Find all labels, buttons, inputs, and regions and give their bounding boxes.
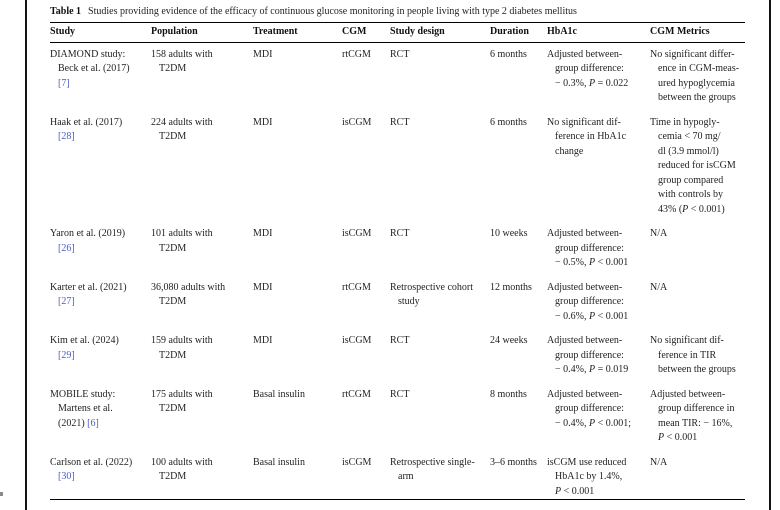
cell-study: DIAMOND study: Beck et al. (2017) [7] [50, 48, 151, 106]
cell-hba1c: Adjusted between- group difference: − 0.… [547, 48, 629, 89]
cell-study-design: Retrospective single- arm [390, 456, 475, 483]
cell-population: 101 adults with T2DM [151, 228, 213, 254]
cell-study-design: RCT [390, 228, 410, 239]
cell-cgm-type: isCGM [342, 116, 372, 128]
cell-cgm-metrics: Time in hypogly- cemia < 70 mg/ dl (3.9 … [650, 116, 736, 215]
citation-link[interactable]: [30] [58, 471, 75, 482]
cell-treatment: MDI [253, 116, 273, 128]
cell-treatment: MDI [253, 228, 273, 239]
citation-link[interactable]: [7] [58, 77, 70, 89]
cell-population: 224 adults with T2DM [151, 116, 213, 143]
cell-study-design: RCT [390, 116, 410, 128]
table-caption-text: Studies providing evidence of the effica… [88, 6, 577, 17]
cell-duration: 6 months [490, 116, 527, 128]
cell-treatment: MDI [253, 281, 273, 293]
study-name: Carlson et al. (2022) [50, 456, 133, 468]
cell-study-design: RCT [390, 48, 410, 60]
study-name: Kim et al. (2024) [50, 335, 119, 346]
cell-treatment: MDI [253, 335, 273, 346]
cell-cgm-type: isCGM [342, 456, 372, 468]
table-caption: Table 1 Studies providing evidence of the… [50, 4, 745, 19]
cell-population: 159 adults with T2DM [151, 335, 213, 361]
cell-cgm-metrics: N/A [650, 456, 668, 468]
table-body: DIAMOND study: Beck et al. (2017) [7] 15… [50, 43, 745, 500]
cell-hba1c: Adjusted between- group difference: − 0.… [547, 335, 629, 375]
cell-hba1c: Adjusted between- group difference: − 0.… [547, 228, 629, 268]
col-header-cgm: CGM [342, 26, 367, 37]
cell-study: Yaron et al. (2019) [26] [50, 227, 151, 271]
cell-hba1c: No significant dif- ference in HbA1c cha… [547, 116, 627, 157]
col-header-cgm-metrics: CGM Metrics [650, 26, 710, 37]
cell-cgm-type: rtCGM [342, 48, 371, 60]
cell-hba1c: isCGM use reduced HbA1c by 1.4%, P < 0.0… [547, 456, 627, 497]
col-header-hba1c: HbA1c [547, 26, 577, 37]
cell-study: Haak et al. (2017) [28] [50, 116, 151, 218]
cell-population: 175 adults with T2DM [151, 388, 213, 415]
study-name: MOBILE study: Martens et al. (2021) [50, 388, 116, 429]
page-edge-artifact [0, 492, 3, 496]
cell-cgm-type: rtCGM [342, 281, 371, 293]
cell-cgm-metrics: No significant differ- ence in CGM-meas-… [650, 48, 740, 104]
table-caption-label: Table 1 [50, 6, 82, 17]
citation-link[interactable]: [6] [87, 417, 99, 429]
col-header-duration: Duration [490, 26, 529, 37]
cell-duration: 8 months [490, 388, 527, 400]
table-row: Kim et al. (2024) [29] 159 adults with T… [50, 334, 745, 378]
cell-cgm-metrics: N/A [650, 228, 668, 239]
study-name: Haak et al. (2017) [50, 116, 123, 128]
cell-study-design: Retrospective cohort study [390, 281, 474, 308]
cell-cgm-metrics: N/A [650, 281, 668, 293]
cell-study-design: RCT [390, 335, 410, 346]
citation-link[interactable]: [27] [58, 296, 75, 307]
citation-link[interactable]: [29] [58, 349, 75, 361]
cell-study: Karter et al. (2021) [27] [50, 281, 151, 325]
table-row: MOBILE study: Martens et al. (2021) [6] … [50, 388, 745, 446]
cell-population: 100 adults with T2DM [151, 456, 213, 483]
col-header-study: Study [50, 26, 76, 37]
cell-hba1c: Adjusted between- group difference: − 0.… [547, 388, 632, 429]
citation-link[interactable]: [28] [58, 131, 75, 142]
table-row: Carlson et al. (2022) [30] 100 adults wi… [50, 456, 745, 500]
cell-population: 158 adults with T2DM [151, 48, 213, 75]
cell-study: MOBILE study: Martens et al. (2021) [6] [50, 388, 151, 446]
cell-duration: 6 months [490, 48, 527, 60]
page-edge-right [769, 0, 771, 510]
cell-cgm-type: rtCGM [342, 388, 371, 400]
study-name: Yaron et al. (2019) [50, 228, 126, 239]
cell-cgm-metrics: Adjusted between- group difference in me… [650, 388, 735, 444]
cell-duration: 24 weeks [490, 335, 528, 346]
table-header-row: Study Population Treatment CGM Study des… [50, 22, 745, 43]
cell-study: Carlson et al. (2022) [30] [50, 456, 151, 500]
col-header-population: Population [151, 26, 198, 37]
cell-treatment: Basal insulin [253, 388, 305, 400]
cell-study: Kim et al. (2024) [29] [50, 334, 151, 378]
table-row: Karter et al. (2021) [27] 36,080 adults … [50, 281, 745, 325]
table-row: Haak et al. (2017) [28] 224 adults with … [50, 116, 745, 218]
cell-treatment: MDI [253, 48, 273, 60]
col-header-treatment: Treatment [253, 26, 298, 37]
cell-duration: 10 weeks [490, 228, 528, 239]
study-name: Karter et al. (2021) [50, 281, 127, 293]
table-block: Table 1 Studies providing evidence of the… [50, 4, 745, 500]
cell-cgm-type: isCGM [342, 228, 372, 239]
cell-hba1c: Adjusted between- group difference: − 0.… [547, 281, 629, 322]
table-row: Yaron et al. (2019) [26] 101 adults with… [50, 227, 745, 271]
cell-duration: 12 months [490, 281, 532, 293]
cell-cgm-type: isCGM [342, 335, 372, 346]
cell-cgm-metrics: No significant dif- ference in TIR betwe… [650, 335, 736, 375]
citation-link[interactable]: [26] [58, 242, 75, 254]
study-name: DIAMOND study: Beck et al. (2017) [50, 48, 130, 75]
cell-study-design: RCT [390, 388, 410, 400]
col-header-study-design: Study design [390, 26, 445, 37]
cell-population: 36,080 adults with T2DM [151, 281, 226, 308]
cell-treatment: Basal insulin [253, 456, 305, 468]
table-row: DIAMOND study: Beck et al. (2017) [7] 15… [50, 48, 745, 106]
cell-duration: 3–6 months [490, 456, 537, 468]
page-edge-left [25, 0, 27, 510]
